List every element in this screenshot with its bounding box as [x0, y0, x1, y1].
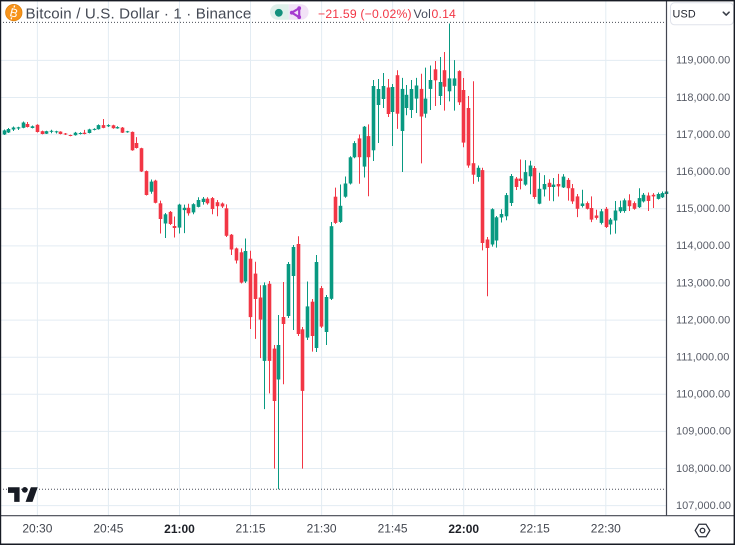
svg-text:20:30: 20:30 [22, 522, 52, 536]
svg-text:109,000.00: 109,000.00 [676, 426, 731, 438]
svg-text:110,000.00: 110,000.00 [676, 389, 730, 401]
svg-text:21:15: 21:15 [235, 522, 265, 536]
svg-text:22:15: 22:15 [520, 522, 550, 536]
svg-text:USD: USD [673, 8, 696, 20]
svg-text:114,000.00: 114,000.00 [676, 240, 730, 252]
svg-text:21:00: 21:00 [164, 522, 195, 536]
svg-text:Bitcoin / U.S. Dollar · 1 · Bi: Bitcoin / U.S. Dollar · 1 · Binance [26, 6, 252, 23]
svg-text:21:30: 21:30 [307, 522, 337, 536]
svg-text:21:45: 21:45 [378, 522, 408, 536]
svg-text:108,000.00: 108,000.00 [676, 463, 731, 475]
svg-text:117,000.00: 117,000.00 [676, 129, 730, 141]
svg-text:119,000.00: 119,000.00 [676, 55, 730, 67]
svg-text:118,000.00: 118,000.00 [676, 92, 730, 104]
svg-text:Vol: Vol [414, 7, 432, 21]
svg-text:116,000.00: 116,000.00 [676, 166, 730, 178]
svg-text:115,000.00: 115,000.00 [676, 203, 730, 215]
svg-text:107,000.00: 107,000.00 [676, 500, 731, 512]
svg-text:B: B [8, 5, 19, 21]
svg-text:111,000.00: 111,000.00 [676, 352, 729, 364]
svg-text:−21.59 (−0.02%): −21.59 (−0.02%) [318, 7, 412, 21]
svg-text:112,000.00: 112,000.00 [676, 314, 730, 326]
svg-text:22:30: 22:30 [591, 522, 621, 536]
svg-text:20:45: 20:45 [93, 522, 123, 536]
svg-text:0.14: 0.14 [432, 7, 457, 21]
svg-text:22:00: 22:00 [448, 522, 479, 536]
svg-text:113,000.00: 113,000.00 [676, 277, 730, 289]
